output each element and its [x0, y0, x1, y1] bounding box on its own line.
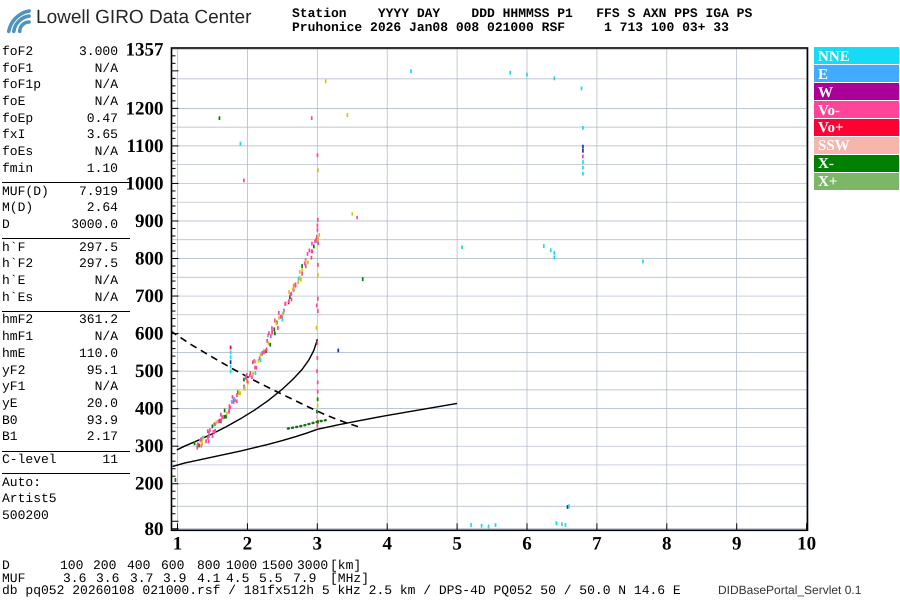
svg-text:9: 9: [732, 533, 742, 554]
svg-text:1357: 1357: [126, 39, 165, 60]
svg-text:300: 300: [135, 436, 164, 457]
svg-text:1000: 1000: [126, 173, 164, 194]
svg-text:10: 10: [797, 533, 816, 554]
svg-text:800: 800: [135, 249, 164, 270]
svg-text:1200: 1200: [126, 98, 164, 119]
svg-text:500: 500: [135, 361, 164, 382]
svg-text:7: 7: [592, 533, 602, 554]
svg-text:700: 700: [135, 286, 164, 307]
svg-text:200: 200: [135, 474, 164, 495]
svg-text:400: 400: [135, 399, 164, 420]
svg-text:5: 5: [452, 533, 462, 554]
svg-text:3: 3: [313, 533, 323, 554]
svg-text:8: 8: [662, 533, 672, 554]
svg-text:6: 6: [522, 533, 532, 554]
svg-text:1100: 1100: [127, 136, 164, 157]
svg-text:2: 2: [243, 533, 253, 554]
svg-text:80: 80: [145, 519, 164, 540]
svg-text:1: 1: [173, 533, 183, 554]
svg-text:4: 4: [382, 533, 392, 554]
svg-text:600: 600: [135, 324, 164, 345]
svg-text:900: 900: [135, 211, 164, 232]
